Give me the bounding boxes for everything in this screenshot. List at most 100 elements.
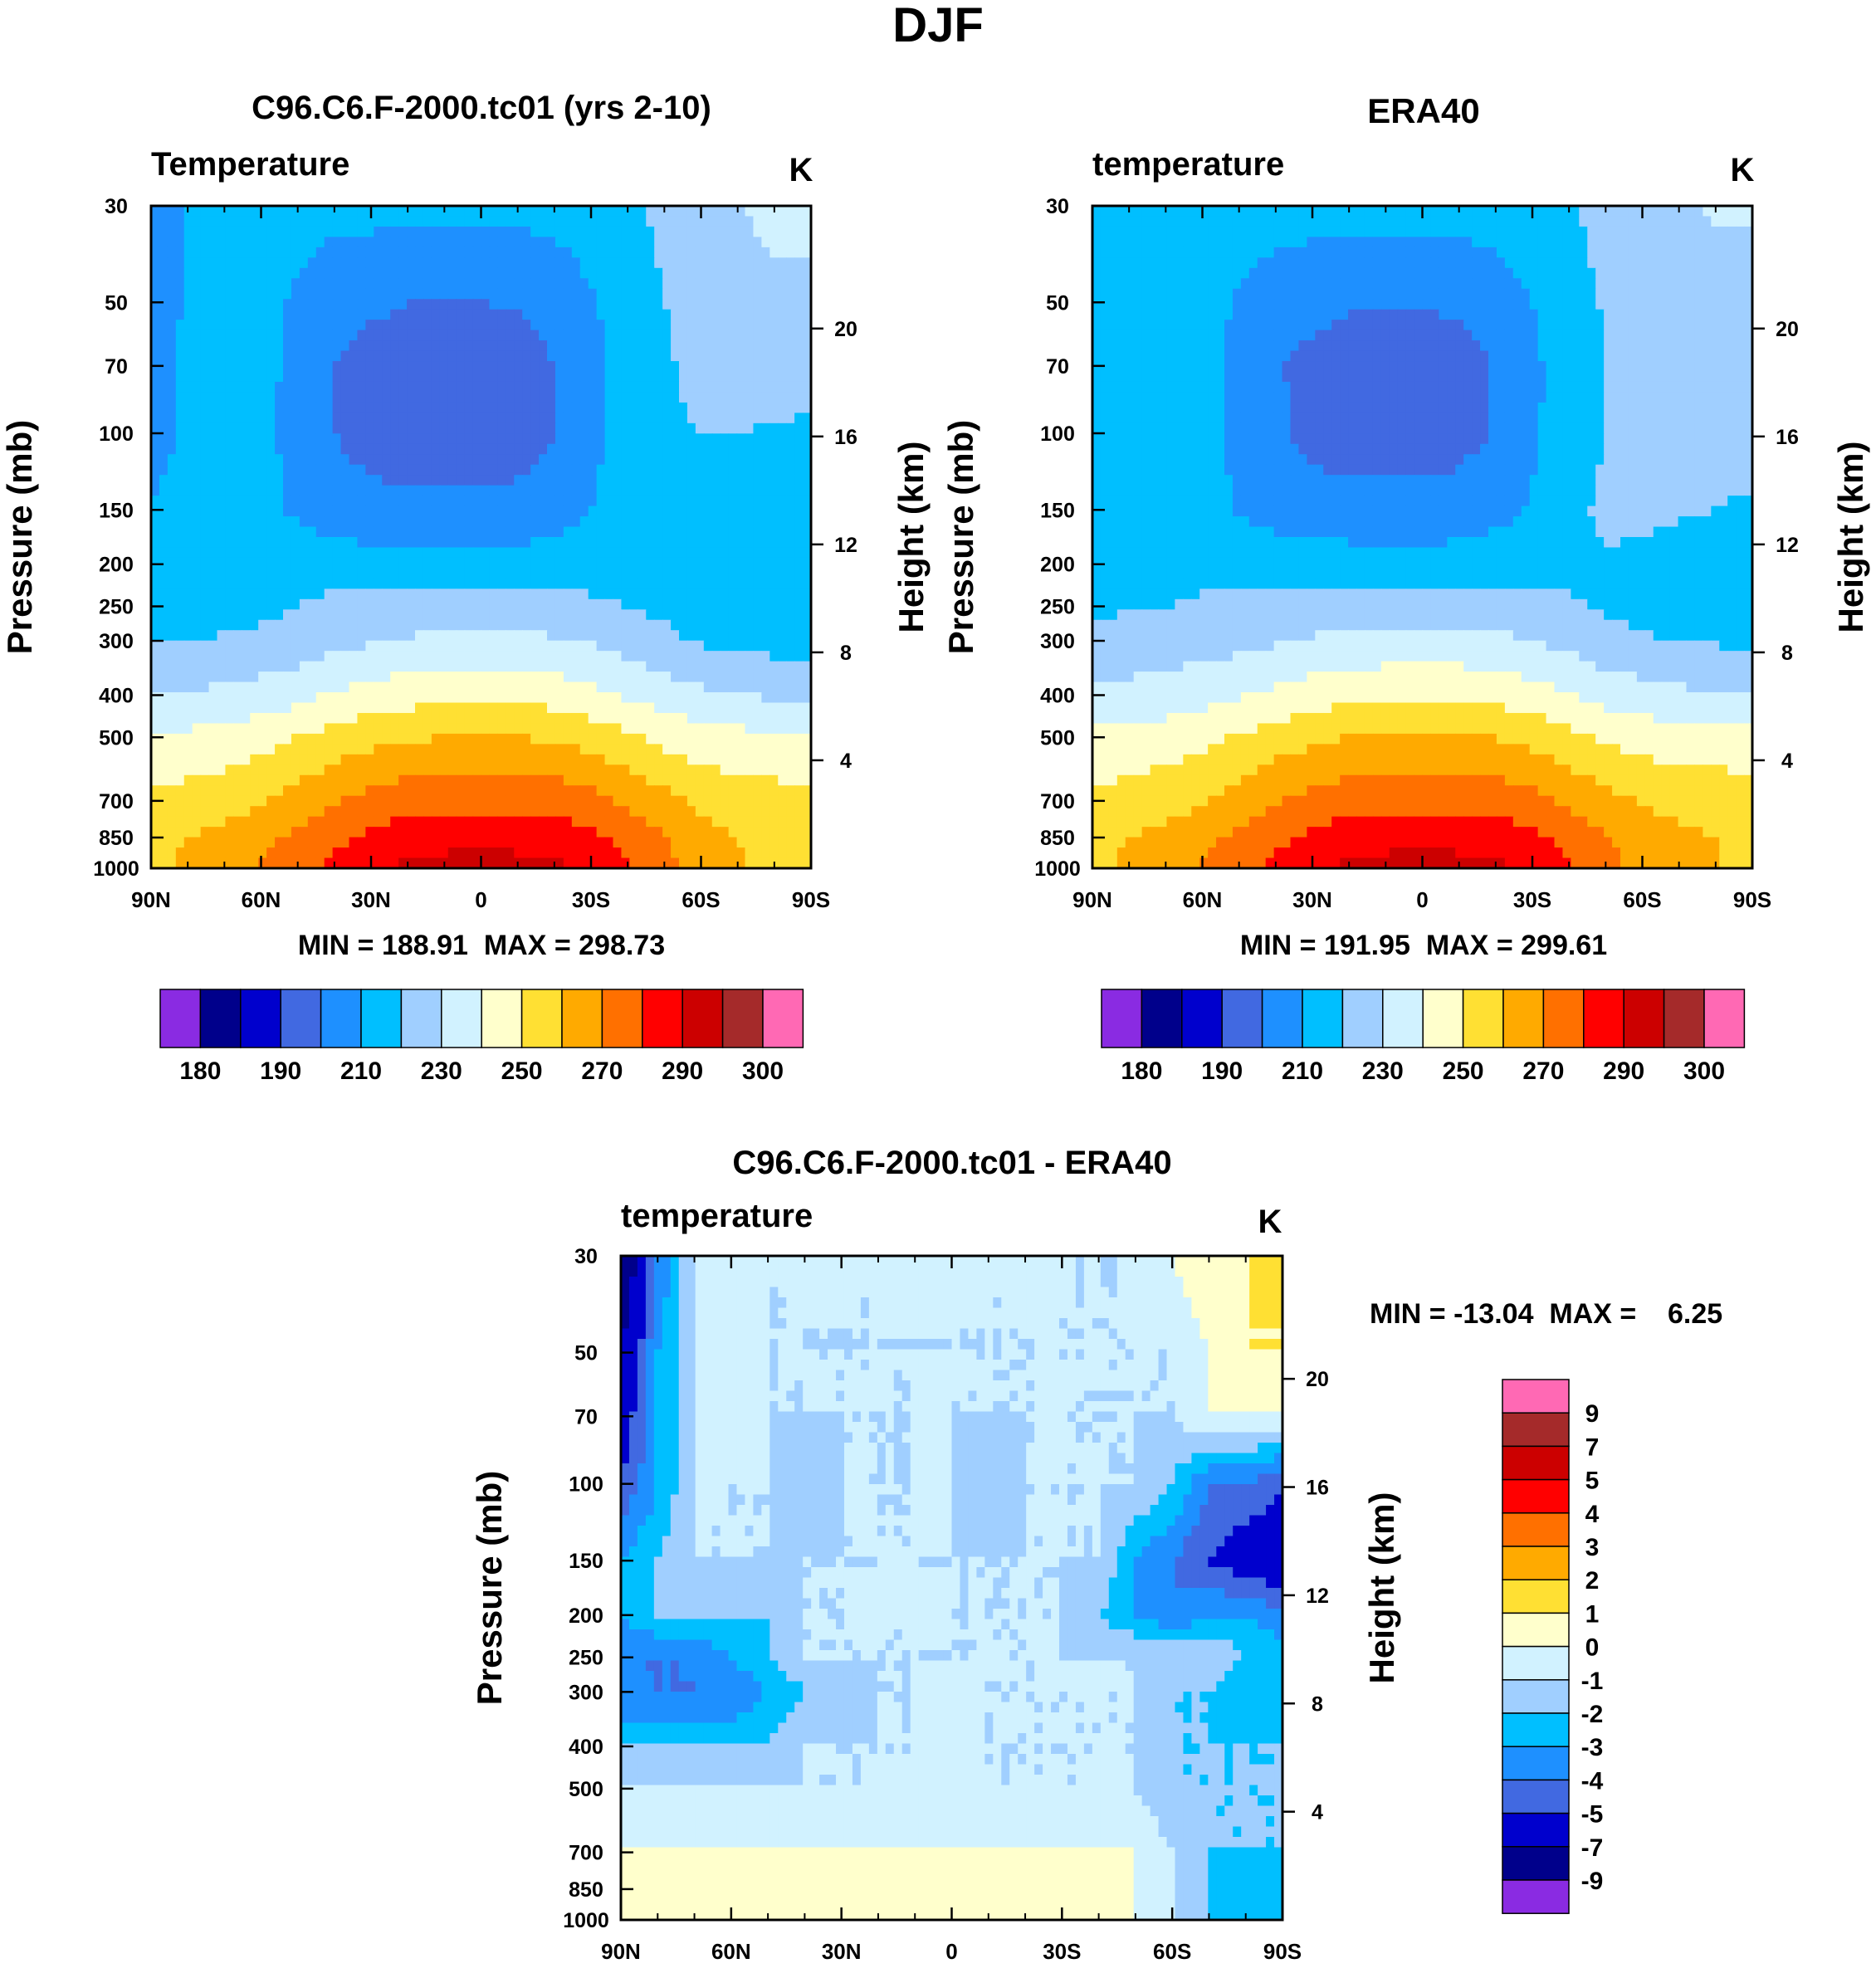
contour-cell [613,371,623,383]
contour-cell [778,702,787,714]
contour-cell [447,806,457,818]
contour-cell [431,226,441,238]
contour-cell [407,496,416,507]
contour-cell [332,350,342,362]
contour-cell [382,422,391,434]
contour-cell [456,340,466,352]
contour-cell [728,402,738,413]
contour-cell [390,237,399,248]
contour-cell [638,598,647,610]
contour-cell [464,257,474,269]
contour-cell [711,340,721,352]
contour-cell [192,578,202,589]
contour-cell [266,774,276,786]
contour-cell [563,733,573,745]
contour-cell [514,816,523,828]
contour-cell [275,320,284,331]
contour-cell [365,692,374,704]
contour-cell [497,774,506,786]
contour-cell [497,712,506,725]
contour-cell [629,309,638,320]
contour-cell [225,257,234,269]
contour-cell [514,350,523,362]
contour-cell [481,267,491,279]
contour-cell [671,361,680,373]
contour-cell [563,361,573,373]
contour-cell [596,381,606,393]
contour-cell [579,681,589,693]
contour-cell [159,496,169,507]
contour-cell [679,237,688,248]
contour-cell [365,464,374,476]
contour-cell [778,774,787,786]
contour-cell [489,837,498,848]
contour-cell [233,744,242,755]
contour-cell [654,371,663,383]
contour-cell [447,464,457,476]
contour-cell [638,505,647,517]
contour-cell [374,485,383,496]
contour-cell [579,712,589,725]
contour-cell [654,619,663,631]
contour-cell [604,350,614,362]
contour-cell [547,433,556,445]
contour-cell [151,609,160,621]
contour-cell [695,609,705,621]
contour-cell [745,402,755,413]
contour-cell [728,299,738,310]
contour-cell [439,537,449,549]
contour-cell [547,505,556,517]
contour-cell [192,505,202,517]
contour-cell [275,537,284,549]
contour-cell [291,288,300,300]
contour-cell [183,672,193,683]
contour-cell [250,247,259,258]
contour-cell [671,795,680,807]
contour-cell [415,309,424,320]
contour-cell [431,816,441,828]
contour-cell [151,299,160,310]
contour-cell [703,350,713,362]
contour-cell [662,619,672,631]
contour-cell [761,433,770,445]
contour-cell [407,744,416,755]
contour-cell [539,672,548,683]
contour-cell [398,589,408,600]
contour-cell [464,516,474,528]
contour-cell [646,764,655,776]
contour-cell [514,568,523,579]
contour-cell [250,267,259,279]
contour-cell [539,723,548,735]
contour-cell [439,247,449,258]
contour-cell [522,402,531,413]
contour-cell [374,744,383,755]
contour-cell [464,267,474,279]
contour-cell [456,827,466,838]
contour-cell [769,774,779,786]
contour-cell [588,557,598,569]
contour-cell [283,299,292,310]
contour-cell [497,413,506,424]
contour-cell [703,589,713,600]
contour-cell [283,247,292,258]
contour-cell [778,692,787,704]
contour-cell [258,475,267,486]
contour-cell [604,795,614,807]
contour-cell [299,589,309,600]
contour-cell [629,547,638,559]
contour-cell [613,516,623,528]
contour-cell [324,672,334,683]
contour-cell [679,516,688,528]
contour-cell [258,267,267,279]
contour-cell [192,237,202,248]
contour-cell [629,320,638,331]
contour-cell [315,578,325,589]
contour-cell [200,661,210,672]
contour-cell [151,764,160,776]
contour-cell [439,278,449,290]
contour-cell [596,630,606,642]
contour-cell [778,589,787,600]
contour-cell [621,806,630,818]
contour-cell [307,288,317,300]
contour-cell [662,402,672,413]
